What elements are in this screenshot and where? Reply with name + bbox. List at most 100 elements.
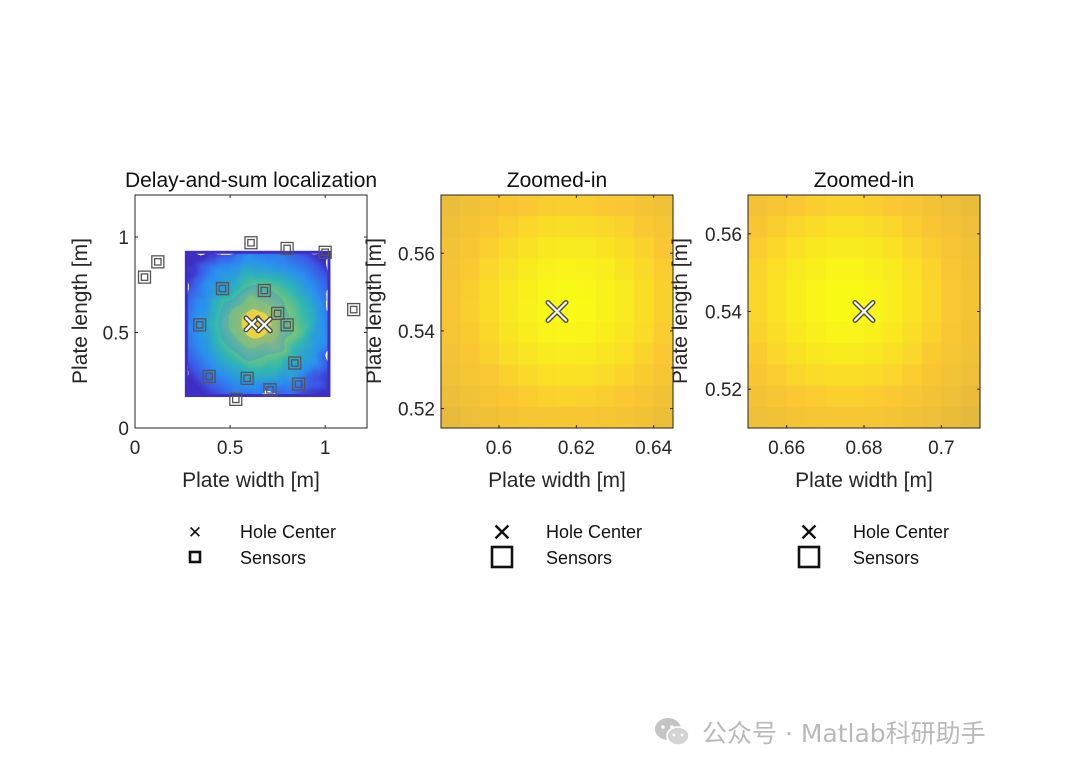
heatmap-cell [615, 322, 635, 344]
heatmap-cell [615, 195, 635, 217]
zoom1-title: Zoomed-in [507, 169, 607, 192]
heatmap-cell [806, 385, 826, 408]
heatmap-cell [960, 195, 981, 217]
sensor-marker-inner [140, 273, 149, 281]
zoom2-hole-marker [852, 300, 876, 323]
sensor-marker-inner [349, 305, 358, 314]
sensor-marker-inner [231, 395, 240, 404]
heatmap-cell [883, 343, 904, 366]
heatmap-cell [844, 322, 865, 344]
overview-sensors [137, 236, 361, 407]
heatmap-cell [537, 364, 558, 387]
heatmap-cell [499, 385, 519, 408]
heatmap-cell [537, 343, 558, 366]
heatmap-cell [864, 385, 884, 408]
heatmap-cell [615, 385, 635, 408]
heatmap-cell [960, 258, 981, 281]
sensor-marker-inner [195, 321, 204, 329]
heatmap-cell [825, 300, 846, 323]
heatmap-cell [499, 406, 519, 429]
heatmap-cell [806, 406, 826, 429]
sensor-marker [280, 241, 294, 256]
heatmap-cell [634, 258, 655, 281]
heatmap-cell [941, 279, 962, 302]
heatmap-cell [844, 279, 865, 302]
heatmap-cell [922, 300, 942, 323]
heatmap-cell [883, 406, 904, 429]
heatmap-cell [557, 279, 577, 302]
heatmap-cell [460, 406, 481, 429]
heatmap-cell [634, 343, 655, 366]
heatmap-cell [479, 322, 500, 344]
heatmap-cell [844, 406, 865, 429]
sensor-marker [257, 283, 271, 298]
heatmap-cell [806, 343, 826, 366]
heatmap-cell [825, 279, 846, 302]
heatmap-cell [960, 343, 981, 366]
heatmap-cell [499, 300, 519, 323]
heatmap-cell [922, 343, 942, 366]
heatmap-cell [537, 406, 558, 429]
sensor-marker-inner [266, 385, 274, 394]
heatmap-cell [960, 385, 981, 408]
heatmap-cell [595, 216, 616, 238]
heatmap-cell [557, 195, 577, 217]
heatmap-cell [653, 195, 674, 217]
heatmap-cell [864, 343, 884, 366]
heatmap-cell [786, 300, 807, 323]
heatmap-cell [825, 343, 846, 366]
y-tick-label: 1 [118, 228, 129, 249]
heatmap-cell [460, 279, 481, 302]
x-tick-label: 0.62 [558, 438, 595, 459]
heatmap-cell [786, 237, 807, 260]
heatmap-cell [441, 322, 461, 344]
heatmap-cell [748, 195, 768, 217]
sensor-marker [280, 318, 294, 332]
heatmap-cell [786, 216, 807, 238]
heatmap-cell [615, 258, 635, 281]
heatmap-cell [844, 258, 865, 281]
heatmap-cell [499, 258, 519, 281]
overview-ticks: 0 0.5 1 0 0.5 1 [103, 195, 367, 459]
sensor-marker [263, 383, 277, 397]
sensor-marker [288, 356, 302, 370]
heatmap-cell [902, 322, 923, 344]
heatmap-cell [615, 406, 635, 429]
heatmap-cell [960, 322, 981, 344]
sensor-marker [240, 371, 254, 385]
heatmap-cell [441, 406, 461, 429]
heatmap-cell [864, 279, 884, 302]
zoom2-legend: ✕ Hole Center Sensors [797, 519, 949, 569]
sensor-marker [215, 281, 230, 296]
heatmap-cell [941, 258, 962, 281]
heatmap-cell [864, 195, 884, 217]
heatmap-cell [634, 364, 655, 387]
heatmap-cell [844, 237, 865, 260]
heatmap-cell [767, 364, 788, 387]
heatmap-cell [960, 237, 981, 260]
heatmap-cell [786, 195, 807, 217]
y-tick-label: 0.5 [103, 324, 129, 345]
heatmap-cell [595, 195, 616, 217]
hole-marker [257, 317, 272, 332]
legend-hole-label: Hole Center [240, 522, 336, 542]
heatmap-cell [557, 385, 577, 408]
heatmap-cell [653, 406, 674, 429]
heatmap-cell [634, 195, 655, 217]
heatmap-cell [922, 258, 942, 281]
heatmap-cell [864, 406, 884, 429]
heatmap-cell [518, 364, 539, 387]
heatmap-cell [634, 216, 655, 238]
heatmap-cell [922, 195, 942, 217]
panel-zoom-2: Zoomed-in 0.66 0.68 0.7 0.52 0.54 0.56 Plate … [669, 169, 981, 569]
heatmap-cell [825, 258, 846, 281]
legend-sensor-label: Sensors [546, 548, 612, 568]
legend-sensor-symbol [188, 550, 202, 564]
heatmap-cell [653, 237, 674, 260]
sensor-marker-inner [243, 374, 252, 383]
heatmap-cell [806, 279, 826, 302]
heatmap-cell [441, 343, 461, 366]
zoom2-title: Zoomed-in [814, 169, 914, 192]
overview-title: Delay-and-sum localization [125, 169, 377, 192]
heatmap-cell [460, 258, 481, 281]
